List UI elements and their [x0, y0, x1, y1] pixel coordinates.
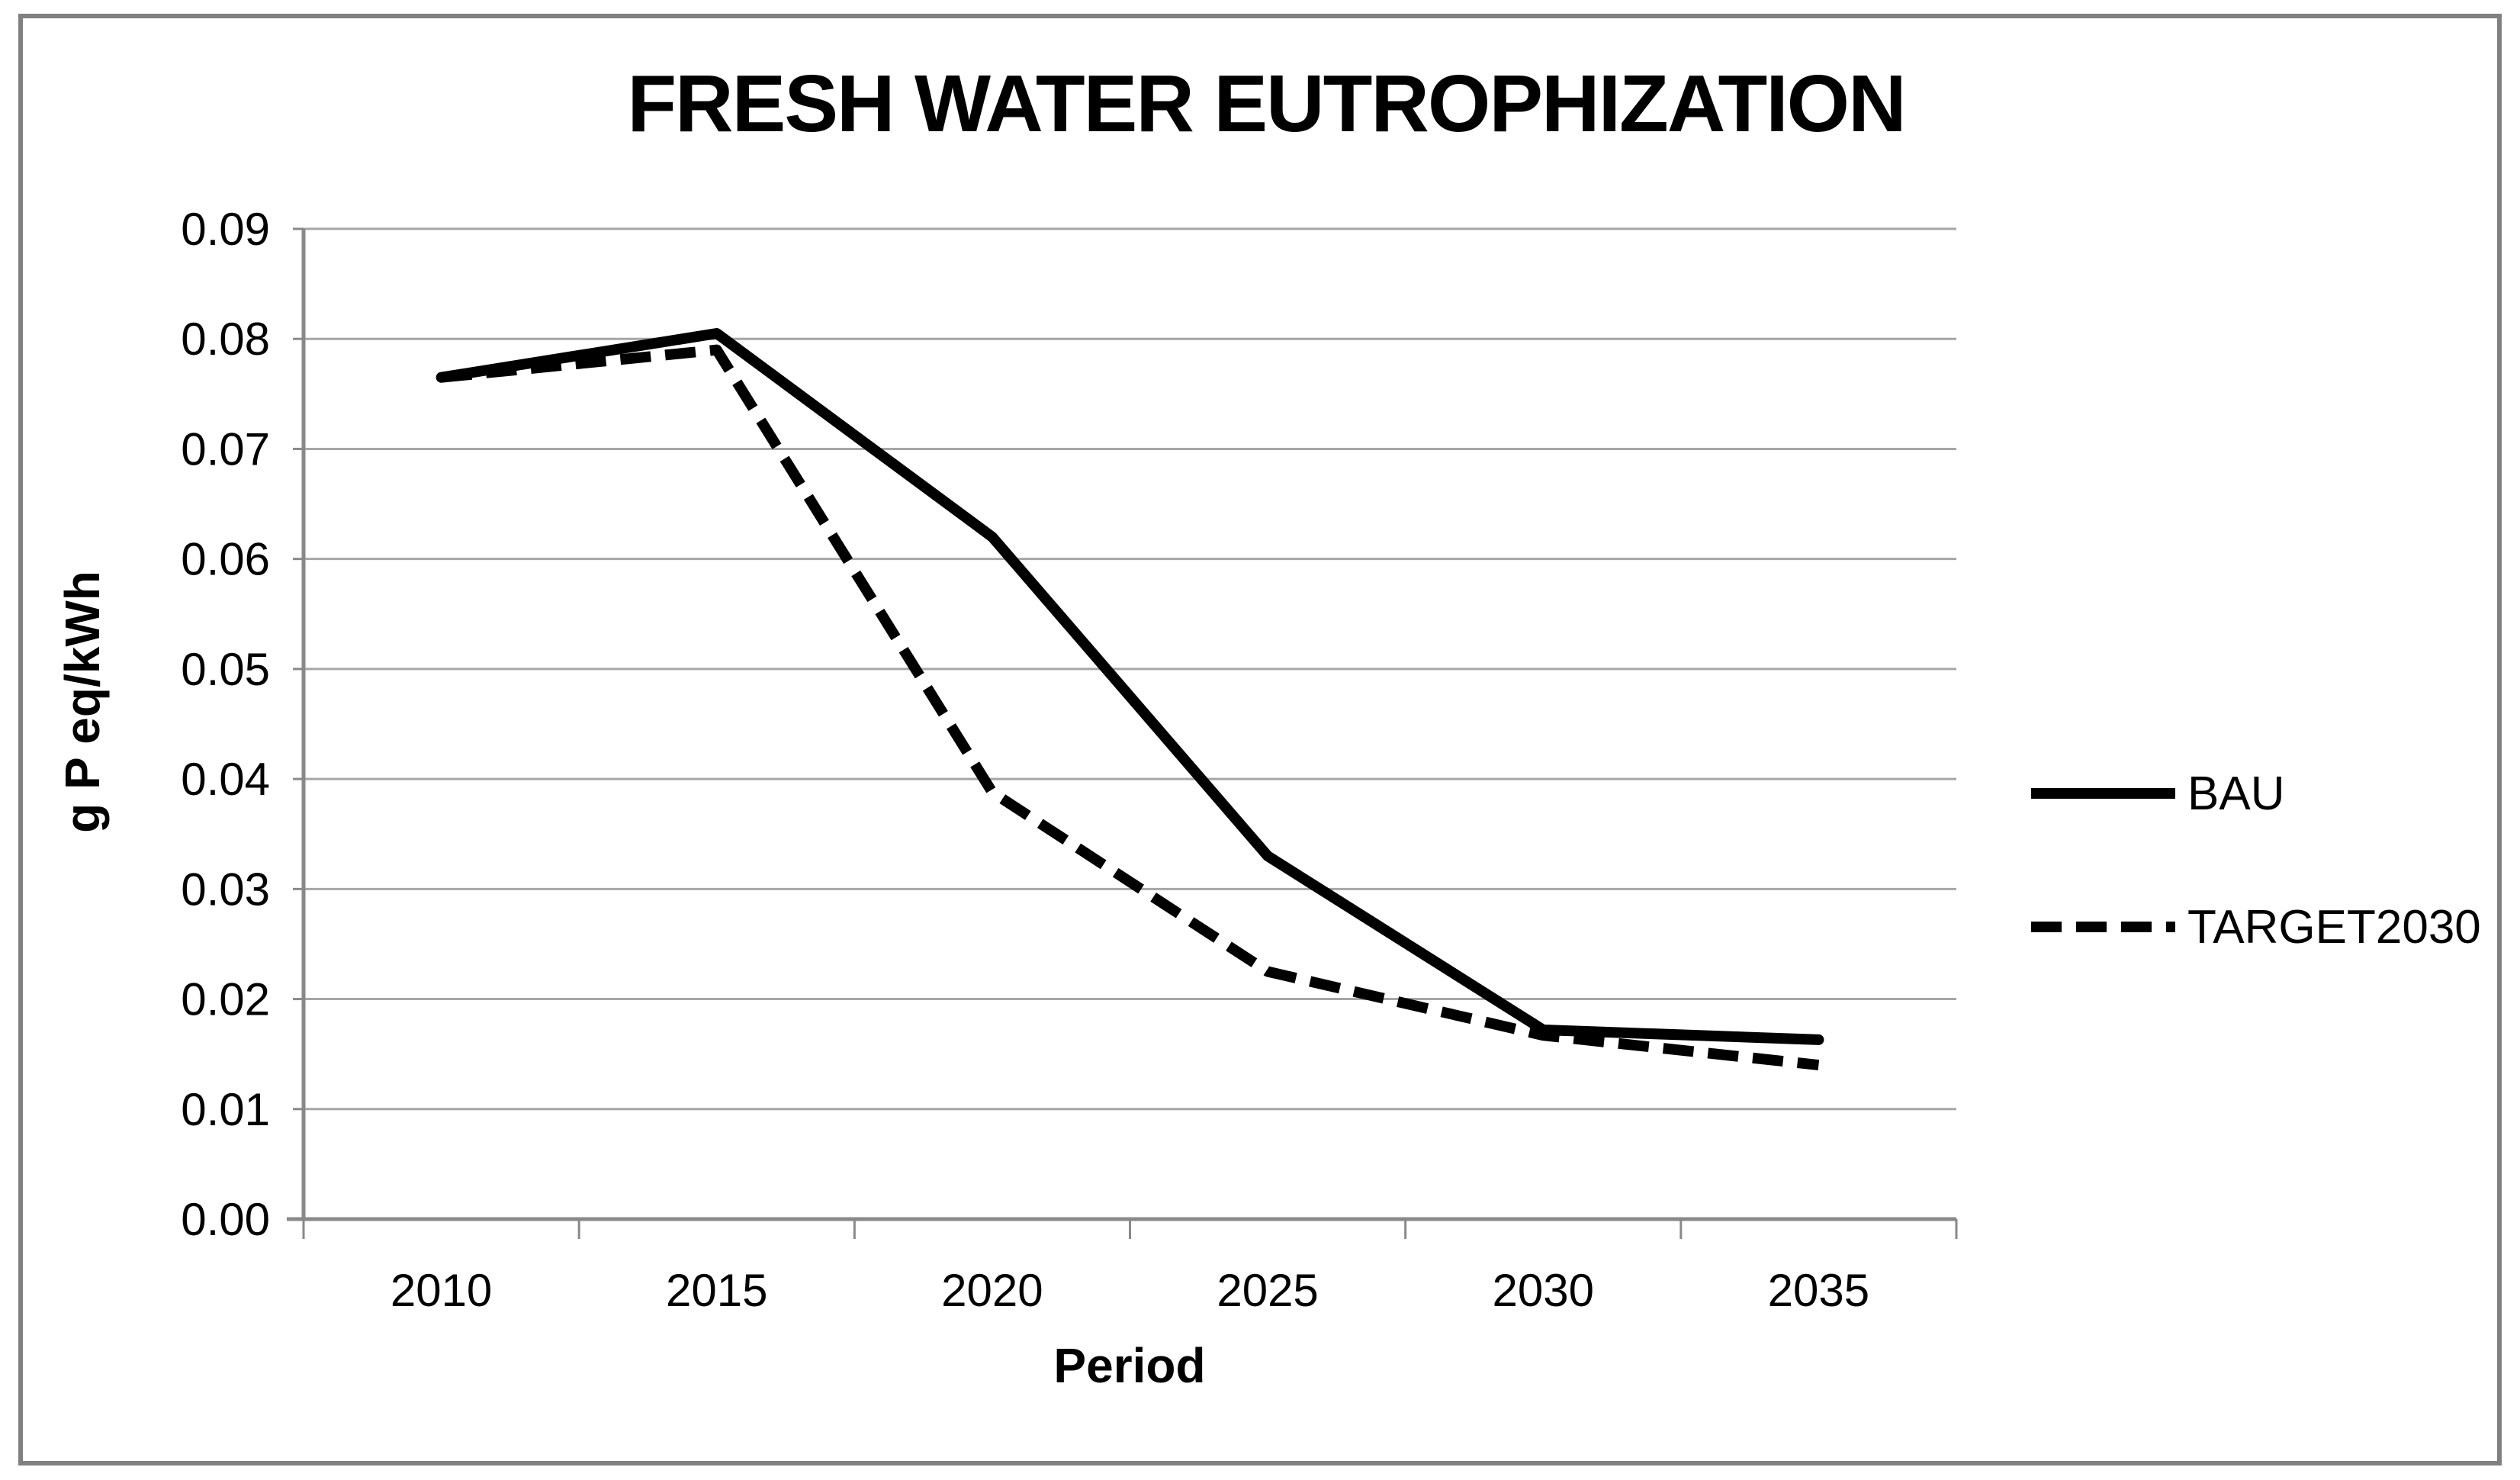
y-tick-label: 0.03: [181, 864, 270, 915]
y-axis-tick-labels: 0.00 0.01 0.02 0.03 0.04 0.05 0.06 0.07 0.08 0.09: [181, 204, 270, 1245]
series-line-target2030: [440, 344, 1820, 1071]
y-tick-label: 0.05: [181, 644, 270, 695]
x-tick-label: 2030: [1493, 1265, 1594, 1316]
y-tick-label: 0.07: [181, 423, 270, 475]
y-tick-label: 0.09: [181, 204, 270, 255]
y-axis-title: g P eq/kWh: [55, 571, 110, 833]
axes: [287, 229, 1956, 1221]
x-axis-tick-labels: 2010 2015 2020 2025 2030 2035: [391, 1265, 1869, 1316]
x-tick-label: 2035: [1768, 1265, 1869, 1316]
legend-label-bau: BAU: [2187, 767, 2284, 820]
legend-label-target2030: TARGET2030: [2187, 901, 2481, 954]
y-tick-label: 0.01: [181, 1084, 270, 1135]
figure-border: [18, 14, 2502, 1466]
y-tick-label: 0.04: [181, 754, 270, 805]
x-tick-label: 2015: [666, 1265, 767, 1316]
x-axis-title: Period: [1053, 1338, 1205, 1393]
y-tick-label: 0.02: [181, 974, 270, 1025]
x-tick-label: 2025: [1217, 1265, 1318, 1316]
series-line-bau: [436, 328, 1824, 1045]
x-tick-label: 2010: [391, 1265, 492, 1316]
y-tick-label: 0.08: [181, 314, 270, 365]
data-series: [436, 328, 1824, 1071]
y-tick-label: 0.00: [181, 1194, 270, 1245]
axis-ticks: [293, 227, 1958, 1239]
gridlines: [304, 227, 1956, 1111]
chart-title: FRESH WATER EUTROPHIZATION: [627, 59, 1904, 149]
legend: BAU TARGET2030: [2031, 767, 2481, 954]
y-tick-label: 0.06: [181, 534, 270, 585]
x-tick-label: 2020: [941, 1265, 1043, 1316]
